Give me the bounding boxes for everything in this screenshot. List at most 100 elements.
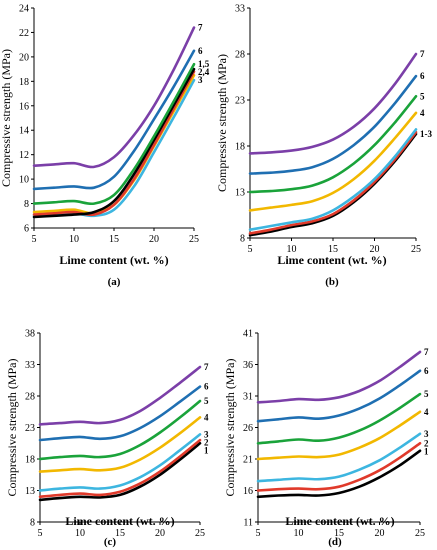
series-label: 7 xyxy=(420,49,425,59)
series-line xyxy=(32,26,196,169)
series-line xyxy=(248,111,418,212)
series-line xyxy=(38,416,202,473)
series-label: 6 xyxy=(424,366,429,376)
y-tick-label: 14 xyxy=(19,126,29,137)
y-tick-label: 21 xyxy=(243,455,253,466)
series-line xyxy=(38,365,202,426)
x-tick-label: 5 xyxy=(256,528,261,539)
x-tick-label: 25 xyxy=(415,528,425,539)
y-tick-label: 28 xyxy=(235,50,245,61)
y-tick-label: 18 xyxy=(19,77,29,88)
series-line xyxy=(256,392,422,445)
series-line xyxy=(256,369,422,423)
series-label: 1 xyxy=(204,445,209,455)
series-line xyxy=(32,67,196,219)
x-tick-label: 25 xyxy=(189,234,199,245)
chart-panel-a: 6 8 10 12 14 16 18 20 22 24 5 10 15 20 25 Compressive s… xyxy=(0,4,210,289)
x-tick-label: 20 xyxy=(149,234,159,245)
y-tick-label: 10 xyxy=(19,175,29,186)
series-label: 1 xyxy=(424,446,429,456)
y-tick-label: 41 xyxy=(243,329,253,340)
series-label: 5 xyxy=(424,389,429,399)
x-tick-label: 5 xyxy=(32,234,37,245)
series-label: 1,5 xyxy=(198,59,210,69)
series-label: 3 xyxy=(424,429,429,439)
y-tick-label: 23 xyxy=(25,423,35,434)
series-line xyxy=(256,432,422,483)
y-tick-label: 33 xyxy=(235,4,245,15)
series-line xyxy=(38,442,202,502)
series-line xyxy=(248,95,418,194)
x-axis-title: Lime content (wt. %) xyxy=(285,514,394,528)
y-tick-label: 16 xyxy=(243,486,253,497)
y-tick-label: 38 xyxy=(25,329,35,340)
y-tick-label: 33 xyxy=(25,360,35,371)
series-line xyxy=(248,132,418,237)
y-tick-label: 23 xyxy=(235,96,245,107)
series-label: 6 xyxy=(198,46,203,56)
x-axis-title: Lime content (wt. %) xyxy=(59,253,168,267)
x-tick-label: 20 xyxy=(155,528,165,539)
x-tick-label: 25 xyxy=(411,244,421,255)
y-tick-label: 18 xyxy=(235,142,245,153)
x-tick-label: 10 xyxy=(287,244,297,255)
x-tick-label: 5 xyxy=(248,244,253,255)
y-tick-label: 20 xyxy=(19,52,29,63)
series-label: 6 xyxy=(204,382,209,392)
series-label: 1-3 xyxy=(420,129,432,139)
y-tick-label: 12 xyxy=(19,150,29,161)
panel-label: (b) xyxy=(325,276,339,288)
y-tick-label: 8 xyxy=(240,234,245,245)
series-label: 2 xyxy=(424,438,429,448)
y-tick-label: 8 xyxy=(24,199,29,210)
panel-label: (c) xyxy=(104,536,117,548)
y-tick-label: 26 xyxy=(243,423,253,434)
series-label: 3 xyxy=(204,429,209,439)
y-tick-label: 13 xyxy=(235,188,245,199)
y-axis-title: Compressive strength (MPa) xyxy=(5,359,19,497)
y-tick-label: 18 xyxy=(25,455,35,466)
y-tick-label: 31 xyxy=(243,392,253,403)
panel-label: (d) xyxy=(328,536,342,548)
series-label: 2,4 xyxy=(198,67,210,77)
y-tick-label: 16 xyxy=(19,101,29,112)
x-tick-label: 15 xyxy=(109,234,119,245)
series-line xyxy=(38,438,202,499)
series-line xyxy=(38,385,202,442)
y-tick-label: 8 xyxy=(30,518,35,529)
series-label: 5 xyxy=(420,91,425,101)
y-tick-label: 11 xyxy=(243,518,253,529)
x-tick-label: 10 xyxy=(75,528,85,539)
x-tick-label: 15 xyxy=(115,528,125,539)
series-label: 4 xyxy=(424,407,429,417)
x-tick-label: 20 xyxy=(375,528,385,539)
y-tick-label: 24 xyxy=(19,4,29,15)
series-label: 2 xyxy=(204,437,209,447)
chart-panel-b: 8 13 18 23 28 33 5 10 15 20 25 Compressive strength… xyxy=(215,4,432,289)
series-label: 4 xyxy=(204,412,209,422)
x-tick-label: 15 xyxy=(328,244,338,255)
series-line xyxy=(256,449,422,499)
x-tick-label: 20 xyxy=(370,244,380,255)
series-line xyxy=(256,410,422,461)
series-line xyxy=(256,442,422,492)
series-line xyxy=(32,62,196,206)
series-line xyxy=(32,49,196,191)
series-line xyxy=(248,128,418,231)
y-tick-label: 36 xyxy=(243,360,253,371)
x-tick-label: 5 xyxy=(38,528,43,539)
series-line xyxy=(38,399,202,461)
series-line xyxy=(248,74,418,175)
x-tick-label: 10 xyxy=(69,234,79,245)
series-line xyxy=(32,70,196,217)
series-label: 6 xyxy=(420,71,425,81)
panel-label: (a) xyxy=(108,276,121,288)
series-label: 7 xyxy=(424,347,429,357)
x-axis-title: Lime content (wt. %) xyxy=(277,253,386,267)
x-tick-label: 10 xyxy=(294,528,304,539)
series-label: 4 xyxy=(420,108,425,118)
series-label: 7 xyxy=(204,362,209,372)
